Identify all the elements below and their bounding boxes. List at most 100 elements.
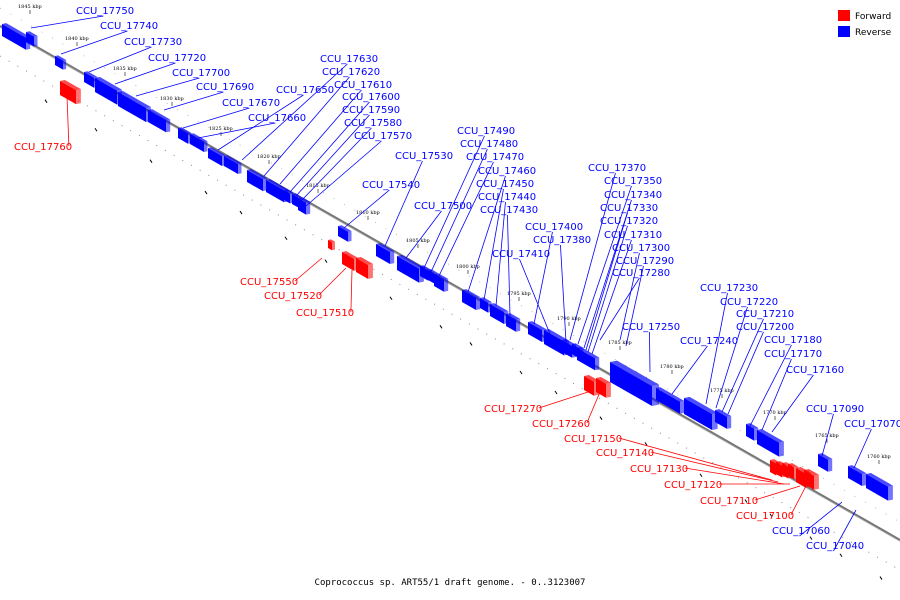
gene-box-reverse[interactable]: [118, 92, 146, 122]
gene-label[interactable]: CCU_17430: [480, 205, 538, 216]
gene-box-reverse[interactable]: [866, 474, 888, 501]
gene-box-reverse[interactable]: [490, 304, 504, 324]
gene-box-reverse[interactable]: [55, 56, 63, 70]
gene-label[interactable]: CCU_17740: [100, 21, 158, 32]
gene-label[interactable]: CCU_17040: [806, 541, 864, 552]
gene-label[interactable]: CCU_17580: [344, 118, 402, 129]
gene-label[interactable]: CCU_17550: [240, 277, 298, 288]
gene-box-reverse[interactable]: [148, 110, 166, 133]
gene-box-reverse[interactable]: [818, 454, 828, 472]
gene-label[interactable]: CCU_17260: [532, 419, 590, 430]
gene-box-forward[interactable]: [776, 462, 782, 478]
gene-box-forward[interactable]: [770, 460, 776, 476]
gene-label[interactable]: CCU_17220: [720, 297, 778, 308]
gene-label[interactable]: CCU_17340: [604, 190, 662, 201]
gene-label[interactable]: CCU_17060: [772, 526, 830, 537]
gene-box-reverse[interactable]: [462, 290, 476, 310]
gene-label[interactable]: CCU_17720: [148, 53, 206, 64]
gene-label[interactable]: CCU_17520: [264, 291, 322, 302]
gene-box-forward[interactable]: [596, 378, 606, 398]
gene-box-reverse[interactable]: [247, 170, 263, 192]
gene-label[interactable]: CCU_17590: [342, 105, 400, 116]
gene-label[interactable]: CCU_17280: [612, 268, 670, 279]
gene-label[interactable]: CCU_17310: [604, 230, 662, 241]
gene-box-reverse[interactable]: [2, 24, 26, 50]
gene-label[interactable]: CCU_17230: [700, 283, 758, 294]
gene-label[interactable]: CCU_17200: [736, 322, 794, 333]
gene-label[interactable]: CCU_17110: [700, 496, 758, 507]
gene-label[interactable]: CCU_17100: [736, 511, 794, 522]
gene-box-forward[interactable]: [342, 252, 354, 271]
gene-box-reverse[interactable]: [656, 388, 680, 414]
gene-box-reverse[interactable]: [528, 322, 542, 342]
gene-label[interactable]: CCU_17620: [322, 67, 380, 78]
gene-label[interactable]: CCU_17320: [600, 216, 658, 227]
gene-box-forward[interactable]: [788, 464, 794, 480]
gene-box-forward[interactable]: [804, 470, 814, 490]
gene-label[interactable]: CCU_17400: [525, 222, 583, 233]
gene-box-reverse[interactable]: [26, 32, 34, 47]
gene-label[interactable]: CCU_17150: [564, 434, 622, 445]
gene-box-reverse[interactable]: [577, 348, 595, 371]
gene-label[interactable]: CCU_17130: [630, 464, 688, 475]
gene-label[interactable]: CCU_17250: [622, 322, 680, 333]
gene-box-reverse[interactable]: [715, 410, 727, 429]
gene-box-reverse[interactable]: [610, 362, 652, 406]
gene-box-reverse[interactable]: [746, 424, 754, 441]
gene-box-reverse[interactable]: [84, 72, 94, 88]
gene-label[interactable]: CCU_17350: [604, 176, 662, 187]
gene-label[interactable]: CCU_17670: [222, 98, 280, 109]
gene-label[interactable]: CCU_17600: [342, 92, 400, 103]
gene-box-reverse[interactable]: [292, 194, 298, 208]
gene-box-reverse[interactable]: [208, 148, 222, 166]
gene-label[interactable]: CCU_17750: [76, 6, 134, 17]
gene-label[interactable]: CCU_17380: [533, 235, 591, 246]
gene-box-reverse[interactable]: [284, 190, 290, 204]
gene-label[interactable]: CCU_17650: [276, 85, 334, 96]
gene-box-reverse[interactable]: [224, 156, 238, 174]
gene-box-forward[interactable]: [584, 376, 594, 396]
gene-box-reverse[interactable]: [757, 430, 779, 457]
gene-box-reverse[interactable]: [190, 134, 204, 152]
gene-box-reverse[interactable]: [266, 180, 284, 203]
gene-box-reverse[interactable]: [95, 78, 117, 105]
gene-box-reverse[interactable]: [684, 398, 712, 430]
gene-label[interactable]: CCU_17500: [414, 201, 472, 212]
gene-box-forward[interactable]: [60, 81, 76, 105]
gene-label[interactable]: CCU_17160: [786, 365, 844, 376]
gene-label[interactable]: CCU_17480: [460, 139, 518, 150]
gene-box-reverse[interactable]: [397, 256, 419, 283]
gene-label[interactable]: CCU_17610: [334, 80, 392, 91]
gene-box-reverse[interactable]: [420, 266, 428, 281]
gene-label[interactable]: CCU_17570: [354, 131, 412, 142]
gene-label[interactable]: CCU_17210: [736, 309, 794, 320]
gene-label[interactable]: CCU_17490: [457, 126, 515, 137]
gene-label[interactable]: CCU_17760: [14, 142, 72, 153]
gene-label[interactable]: CCU_17170: [764, 349, 822, 360]
gene-label[interactable]: CCU_17700: [172, 68, 230, 79]
gene-box-reverse[interactable]: [480, 298, 488, 313]
gene-box-reverse[interactable]: [428, 270, 434, 284]
gene-box-reverse[interactable]: [376, 244, 390, 264]
gene-box-reverse[interactable]: [338, 226, 348, 242]
gene-label[interactable]: CCU_17510: [296, 308, 354, 319]
gene-label[interactable]: CCU_17290: [616, 256, 674, 267]
gene-box-reverse[interactable]: [562, 340, 572, 358]
gene-label[interactable]: CCU_17300: [612, 243, 670, 254]
gene-label[interactable]: CCU_17070: [844, 419, 900, 430]
gene-label[interactable]: CCU_17690: [196, 82, 254, 93]
gene-label[interactable]: CCU_17240: [680, 336, 738, 347]
gene-label[interactable]: CCU_17410: [492, 249, 550, 260]
gene-label[interactable]: CCU_17330: [600, 203, 658, 214]
gene-label[interactable]: CCU_17270: [484, 404, 542, 415]
gene-box-forward[interactable]: [328, 240, 332, 251]
gene-label[interactable]: CCU_17530: [395, 151, 453, 162]
gene-label[interactable]: CCU_17460: [478, 166, 536, 177]
gene-label[interactable]: CCU_17450: [476, 179, 534, 190]
gene-label[interactable]: CCU_17470: [466, 152, 524, 163]
gene-box-reverse[interactable]: [544, 330, 564, 356]
gene-box-reverse[interactable]: [178, 128, 188, 144]
gene-label[interactable]: CCU_17630: [320, 54, 378, 65]
gene-label[interactable]: CCU_17140: [596, 448, 654, 459]
gene-label[interactable]: CCU_17090: [806, 404, 864, 415]
